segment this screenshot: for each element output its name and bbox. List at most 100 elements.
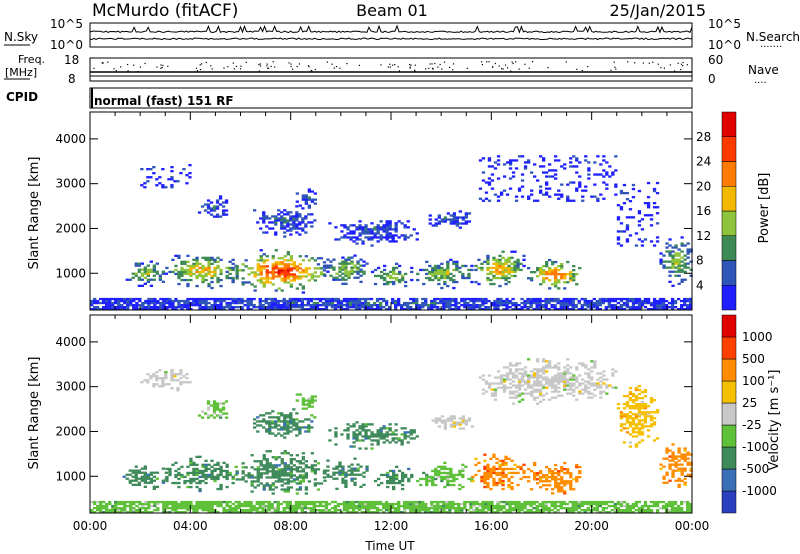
heatmap-cell <box>677 467 681 470</box>
heatmap-cell <box>286 225 290 228</box>
heatmap-cell <box>310 401 314 404</box>
heatmap-cell <box>274 434 278 437</box>
heatmap-cell <box>177 507 181 510</box>
heatmap-cell <box>258 511 262 514</box>
heatmap-cell <box>180 306 184 309</box>
heatmap-cell <box>150 504 154 508</box>
heatmap-cell <box>108 304 112 307</box>
heatmap-cell <box>569 277 573 280</box>
heatmap-cell <box>449 278 453 282</box>
heatmap-cell <box>129 297 133 301</box>
heatmap-cell <box>616 297 620 301</box>
heatmap-cell <box>422 268 426 272</box>
heatmap-cell <box>158 274 162 277</box>
heatmap-cell <box>321 504 326 508</box>
heatmap-cell <box>262 215 266 218</box>
heatmap-cell <box>170 186 174 189</box>
heatmap-cell <box>298 221 302 224</box>
nave-point <box>429 63 431 65</box>
nave-point <box>409 63 411 66</box>
heatmap-cell <box>102 504 106 508</box>
heatmap-cell <box>587 161 591 164</box>
heatmap-cell <box>143 186 147 189</box>
heatmap-cell <box>186 473 190 477</box>
heatmap-cell <box>351 304 356 307</box>
noise-panel: N.Sky N.Search ······· 10^5 10^0 10^5 10… <box>4 17 800 53</box>
heatmap-cell <box>557 281 561 284</box>
heatmap-cell <box>599 163 603 166</box>
heatmap-cell <box>256 480 260 483</box>
heatmap-cell <box>397 507 401 510</box>
heatmap-cell <box>277 476 281 479</box>
heatmap-cell <box>324 297 329 301</box>
heatmap-cell <box>505 502 509 506</box>
heatmap-cell <box>215 404 220 407</box>
heatmap-cell <box>554 260 558 264</box>
heatmap-cell <box>367 238 371 241</box>
heatmap-cell <box>671 443 675 446</box>
heatmap-cell <box>502 500 506 504</box>
heatmap-cell <box>295 478 299 481</box>
heatmap-cell <box>551 472 555 475</box>
heatmap-cell <box>517 187 522 190</box>
heatmap-cell <box>545 480 549 483</box>
heatmap-cell <box>490 388 495 391</box>
heatmap-cell <box>526 500 530 504</box>
heatmap-cell <box>111 297 115 301</box>
heatmap-cell <box>668 266 672 269</box>
heatmap-cell <box>625 507 630 510</box>
heatmap-cell <box>622 202 627 205</box>
heatmap-cell <box>105 308 109 311</box>
heatmap-cell <box>171 481 175 485</box>
nave-point <box>210 65 212 67</box>
heatmap-cell <box>224 199 229 202</box>
heatmap-cell <box>307 267 311 270</box>
heatmap-cell <box>406 308 410 311</box>
heatmap-cell <box>683 459 687 462</box>
heatmap-cell <box>421 500 425 504</box>
heatmap-cell <box>108 301 112 305</box>
heatmap-cell <box>146 475 150 478</box>
heatmap-cell <box>428 477 432 481</box>
heatmap-cell <box>149 471 153 474</box>
heatmap-cell <box>183 270 187 274</box>
heatmap-cell <box>198 299 202 303</box>
heatmap-cell <box>200 205 205 208</box>
heatmap-cell <box>240 297 244 301</box>
heatmap-cell <box>622 504 627 508</box>
heatmap-cell <box>454 509 458 512</box>
heatmap-cell <box>385 502 389 506</box>
heatmap-cell <box>493 390 498 393</box>
heatmap-cell <box>195 502 199 506</box>
heatmap-cell <box>572 269 576 272</box>
heatmap-cell <box>400 443 404 446</box>
heatmap-cell <box>213 479 217 483</box>
heatmap-cell <box>631 502 636 506</box>
heatmap-cell <box>680 509 684 512</box>
heatmap-cell <box>556 504 560 508</box>
heatmap-cell <box>177 256 181 259</box>
heatmap-cell <box>580 297 584 301</box>
heatmap-cell <box>304 225 308 228</box>
heatmap-cell <box>360 306 365 309</box>
heatmap-cell <box>262 418 266 421</box>
heatmap-cell <box>342 304 347 307</box>
heatmap-cell <box>541 502 545 506</box>
heatmap-cell <box>401 477 405 481</box>
heatmap-cell <box>105 504 109 508</box>
heatmap-cell <box>457 509 461 512</box>
heatmap-cell <box>327 509 332 512</box>
heatmap-cell <box>526 509 530 512</box>
heatmap-cell <box>210 276 214 280</box>
heatmap-cell <box>218 197 223 200</box>
heatmap-cell <box>341 260 345 263</box>
heatmap-cell <box>283 217 287 220</box>
heatmap-cell <box>177 301 181 305</box>
heatmap-cell <box>554 482 558 485</box>
nave-point <box>680 63 683 65</box>
heatmap-cell <box>179 373 183 376</box>
heatmap-cell <box>358 238 362 241</box>
heatmap-cell <box>379 429 383 432</box>
heatmap-cell <box>508 306 512 309</box>
heatmap-cell <box>294 507 298 510</box>
